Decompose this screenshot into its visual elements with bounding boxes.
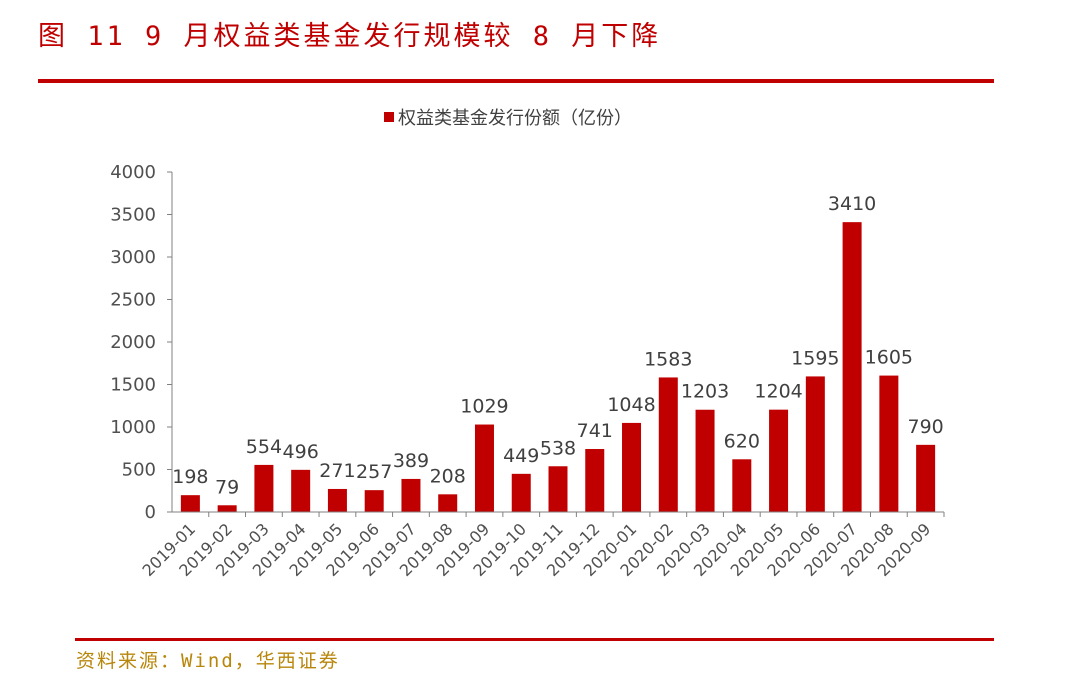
bar <box>327 488 347 512</box>
bar <box>805 376 825 512</box>
data-label: 1029 <box>460 396 508 418</box>
figure-title: 图 11 9 月权益类基金发行规模较 8 月下降 <box>38 21 662 52</box>
data-label: 741 <box>577 420 613 442</box>
legend-swatch <box>384 112 394 122</box>
y-axis: 0 500 1000 1500 2000 2500 3000 3500 4000 <box>110 162 172 523</box>
bar <box>622 422 642 512</box>
bar <box>658 377 678 512</box>
x-axis: 2019-012019-022019-032019-042019-052019-… <box>138 512 945 580</box>
bar <box>916 444 936 512</box>
bar <box>879 375 899 512</box>
data-label: 271 <box>319 460 355 482</box>
bar <box>438 494 458 512</box>
data-label: 449 <box>503 445 539 467</box>
y-tick-label: 4000 <box>110 162 156 183</box>
bars <box>180 222 936 512</box>
y-tick-label: 0 <box>145 502 156 523</box>
bar <box>548 466 568 512</box>
data-label: 1595 <box>791 347 839 369</box>
source-note: 资料来源：Wind，华西证券 <box>76 650 340 672</box>
bar <box>585 449 605 512</box>
data-label: 1048 <box>607 394 655 416</box>
bar <box>180 495 200 512</box>
bar <box>769 409 789 512</box>
bar <box>695 409 715 512</box>
data-label: 257 <box>356 461 392 483</box>
bar <box>364 490 384 512</box>
y-tick-label: 1500 <box>110 375 156 396</box>
y-tick-label: 500 <box>122 460 156 481</box>
data-label: 3410 <box>828 193 876 215</box>
bar <box>291 469 311 512</box>
y-tick-label: 3500 <box>110 205 156 226</box>
data-label: 1204 <box>754 381 802 403</box>
bar <box>254 464 274 512</box>
bar <box>732 459 752 512</box>
data-label: 79 <box>215 476 239 498</box>
title-rule <box>38 79 994 83</box>
bar <box>474 424 494 512</box>
data-label: 790 <box>907 416 943 438</box>
data-label: 496 <box>283 441 319 463</box>
y-tick-label: 2500 <box>110 290 156 311</box>
data-label: 198 <box>172 466 208 488</box>
data-label: 1583 <box>644 348 692 370</box>
bar <box>511 473 531 512</box>
data-label: 1203 <box>681 381 729 403</box>
data-label: 208 <box>430 465 466 487</box>
bar <box>217 505 237 512</box>
bar <box>401 478 421 512</box>
legend: 权益类基金发行份额（亿份） <box>384 108 632 129</box>
y-tick-label: 1000 <box>110 417 156 438</box>
source-rule <box>75 638 994 641</box>
data-label: 554 <box>246 436 282 458</box>
y-tick-label: 3000 <box>110 247 156 268</box>
bar <box>842 222 862 512</box>
data-label: 538 <box>540 437 576 459</box>
data-label: 1605 <box>865 347 913 369</box>
data-label: 620 <box>724 430 760 452</box>
legend-label: 权益类基金发行份额（亿份） <box>398 108 632 129</box>
y-tick-label: 2000 <box>110 332 156 353</box>
data-label: 389 <box>393 450 429 472</box>
